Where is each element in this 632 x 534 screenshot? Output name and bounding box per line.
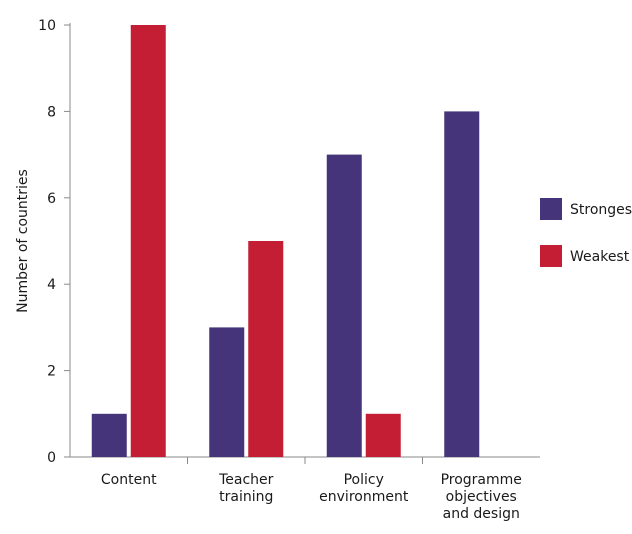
x-tick-label: Programme objectives and design [441,472,522,522]
y-tick-label: 4 [47,277,56,293]
bars [91,25,480,458]
legend-label: Strongest [570,202,632,218]
x-tick-label: Teacher training [218,472,274,505]
bar [248,241,284,457]
bar [365,413,401,457]
x-tick-label-line: training [219,489,273,505]
bar [91,413,127,457]
bar [326,154,362,457]
bar [209,327,245,457]
x-tick-label: Policy environment [319,472,409,505]
legend: Strongest Weakest [540,198,632,267]
y-axis-label: Number of countries [15,169,31,313]
y-tick-label: 6 [47,191,56,207]
x-tick-label-line: Teacher [218,472,274,488]
y-tick-label: 0 [47,450,56,466]
legend-swatch [540,245,562,267]
y-tick-label: 8 [47,104,56,120]
x-tick-label-line: Content [101,472,157,488]
labels: 0 2 4 6 8 10 Number of countries Content Teacher… [15,18,522,522]
legend-swatch [540,198,562,220]
x-tick-label: Content [101,472,157,488]
x-tick-label-line: environment [319,489,409,505]
y-tick-label: 10 [38,18,56,34]
legend-label: Weakest [570,249,630,265]
x-tick-label-line: objectives [446,489,517,505]
x-tick-label-line: Programme [441,472,522,488]
x-tick-label-line: and design [443,506,520,522]
bar [444,111,480,458]
bar [130,25,166,457]
x-tick-label-line: Policy [344,472,384,488]
y-tick-label: 2 [47,364,56,380]
